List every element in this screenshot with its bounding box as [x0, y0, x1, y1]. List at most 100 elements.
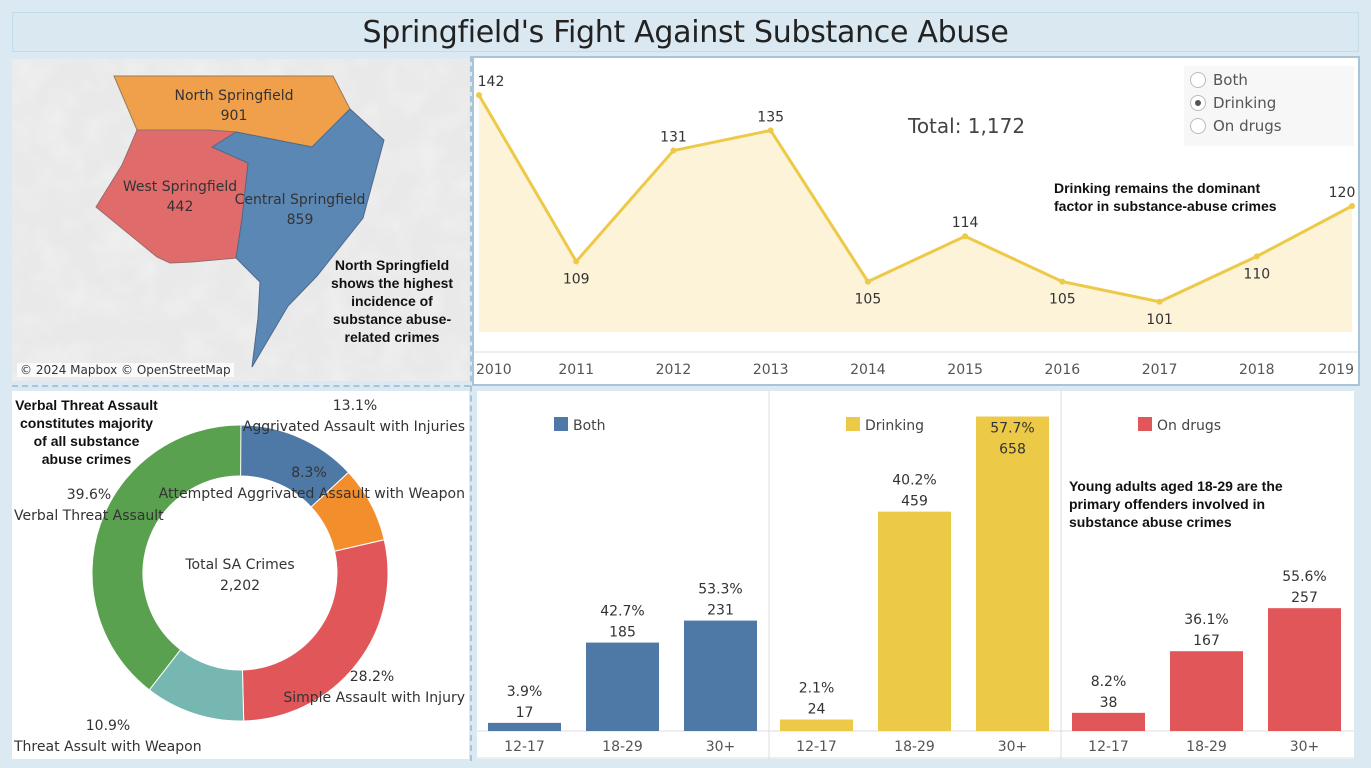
bar[interactable] [1072, 712, 1145, 731]
legend-label: On drugs [1157, 418, 1221, 434]
bar[interactable] [1268, 608, 1341, 731]
bar-pct-label: 42.7% [600, 604, 644, 620]
bar-chart-svg[interactable]: Both 3.9% 17 12-17 42.7% 185 18-29 53.3% 231 30+ D… [477, 391, 1354, 759]
bar-pct-label: 3.9% [507, 684, 543, 700]
line-point[interactable] [1059, 278, 1066, 285]
line-point[interactable] [864, 278, 871, 285]
bar[interactable] [684, 620, 757, 731]
filter-option-on-drugs[interactable]: On drugs [1190, 117, 1282, 135]
line-point[interactable] [1156, 298, 1163, 305]
line-data-label: 105 [855, 292, 882, 308]
region-west-springfield[interactable] [95, 129, 249, 264]
filter-option-label: Drinking [1213, 94, 1277, 112]
line-point[interactable] [573, 258, 580, 265]
bar[interactable] [1170, 651, 1243, 731]
bar-chart-panel[interactable]: Both 3.9% 17 12-17 42.7% 185 18-29 53.3% 231 30+ D… [477, 391, 1354, 759]
map-credit[interactable]: © 2024 Mapbox © OpenStreetMap [17, 363, 234, 377]
bar[interactable] [488, 722, 561, 731]
bar-value-label: 17 [516, 705, 534, 721]
region-central-springfield[interactable] [210, 108, 385, 368]
region-value-north: 901 [221, 108, 248, 124]
bar-value-label: 257 [1291, 590, 1318, 606]
donut-center-title: Total SA Crimes [184, 557, 294, 573]
line-data-label: 105 [1049, 292, 1076, 308]
bar-value-label: 658 [999, 442, 1026, 458]
line-data-label: 131 [660, 130, 687, 146]
donut-center-value: 2,202 [220, 578, 260, 594]
map-panel[interactable]: North Springfield 901 West Springfield 4… [12, 59, 469, 381]
line-point[interactable] [670, 147, 677, 154]
legend-swatch [554, 417, 568, 431]
bar-pct-label: 36.1% [1184, 612, 1228, 628]
segment-pct-simple: 28.2% [350, 669, 394, 685]
line-data-label: 135 [757, 109, 784, 125]
filter-option-drinking[interactable]: Drinking [1190, 94, 1276, 112]
map-note: North Springfield shows the highest inci… [330, 257, 454, 345]
bar-value-label: 38 [1100, 695, 1118, 711]
line-point[interactable] [1349, 203, 1355, 209]
line-data-label: 120 [1329, 185, 1356, 201]
donut-chart-svg[interactable]: Total SA Crimes 2,202 13.1% Aggrivated A… [12, 391, 469, 759]
segment-label-threat-weapon: Threat Assult with Weapon [13, 739, 202, 755]
x-tick-label: 2014 [850, 362, 886, 378]
x-tick-label: 2015 [947, 362, 983, 378]
legend-swatch [846, 417, 860, 431]
filter-option-both[interactable]: Both [1190, 71, 1248, 89]
bar-chart-plot: Both 3.9% 17 12-17 42.7% 185 18-29 53.3% 231 30+ D… [477, 391, 1354, 759]
x-tick-label: 2016 [1045, 362, 1081, 378]
line-point[interactable] [1253, 253, 1260, 260]
radio-circle-icon[interactable] [1190, 118, 1206, 134]
total-label: Total: 1,172 [908, 114, 1026, 138]
region-label-west: West Springfield [123, 179, 237, 195]
bar-category-label: 30+ [1290, 739, 1320, 755]
line-series[interactable] [477, 94, 1353, 304]
segment-pct-threat-weapon: 10.9% [86, 718, 130, 734]
panel-divider-vertical [470, 56, 472, 761]
bar-category-label: 18-29 [602, 739, 643, 755]
x-tick-label: 2011 [558, 362, 594, 378]
donut-segment[interactable] [241, 539, 389, 722]
bar-note: Young adults aged 18-29 are the primary … [1069, 478, 1283, 530]
donut-segment[interactable] [91, 424, 242, 691]
filter-option-label: On drugs [1213, 117, 1282, 135]
line-chart-svg[interactable]: 142 2010 109 2011 131 2012 135 2013 105 2014 114 20… [474, 58, 1358, 384]
map-svg[interactable]: North Springfield 901 West Springfield 4… [12, 59, 469, 381]
line-point[interactable] [767, 127, 774, 134]
page-title: Springfield's Fight Against Substance Ab… [362, 15, 1009, 50]
donut-chart-plot [91, 424, 389, 722]
bar[interactable] [780, 719, 853, 731]
region-label-central: Central Springfield [235, 192, 366, 208]
bar-pct-label: 57.7% [990, 421, 1034, 437]
bar[interactable] [586, 642, 659, 731]
bar[interactable] [976, 416, 1049, 731]
line-note: Drinking remains the dominant factor in … [1054, 180, 1277, 214]
x-tick-label: 2012 [656, 362, 692, 378]
donut-chart-panel[interactable]: Total SA Crimes 2,202 13.1% Aggrivated A… [12, 391, 469, 759]
radio-checked-icon[interactable] [1190, 95, 1206, 111]
line-point[interactable] [476, 92, 482, 99]
segment-label-attempted: Attempted Aggrivated Assault with Weapon [159, 486, 465, 502]
x-tick-label: 2010 [476, 362, 512, 378]
x-tick-label: 2018 [1239, 362, 1275, 378]
bar-category-label: 12-17 [504, 739, 545, 755]
x-tick-label: 2017 [1142, 362, 1178, 378]
bar-category-label: 30+ [706, 739, 736, 755]
bar-value-label: 231 [707, 603, 734, 619]
segment-pct-verbal: 39.6% [67, 487, 111, 503]
line-data-label: 110 [1243, 266, 1270, 282]
line-point[interactable] [962, 233, 969, 240]
legend-label: Both [573, 418, 606, 434]
bar-pct-label: 2.1% [799, 681, 835, 697]
bar[interactable] [878, 511, 951, 731]
line-chart-panel[interactable]: 142 2010 109 2011 131 2012 135 2013 105 2014 114 20… [472, 56, 1360, 386]
bar-category-label: 18-29 [1186, 739, 1227, 755]
line-data-label: 109 [563, 271, 590, 287]
filter-option-label: Both [1213, 71, 1248, 89]
bar-value-label: 185 [609, 625, 636, 641]
donut-note: Verbal Threat Assault constitutes majori… [15, 397, 158, 467]
line-chart-plot: 142 2010 109 2011 131 2012 135 2013 105 2014 114 20… [474, 74, 1358, 378]
legend-swatch [1138, 417, 1152, 431]
line-data-label: 114 [952, 215, 979, 231]
radio-circle-icon[interactable] [1190, 72, 1206, 88]
crime-type-filter[interactable]: Both Drinking On drugs [1184, 66, 1354, 146]
